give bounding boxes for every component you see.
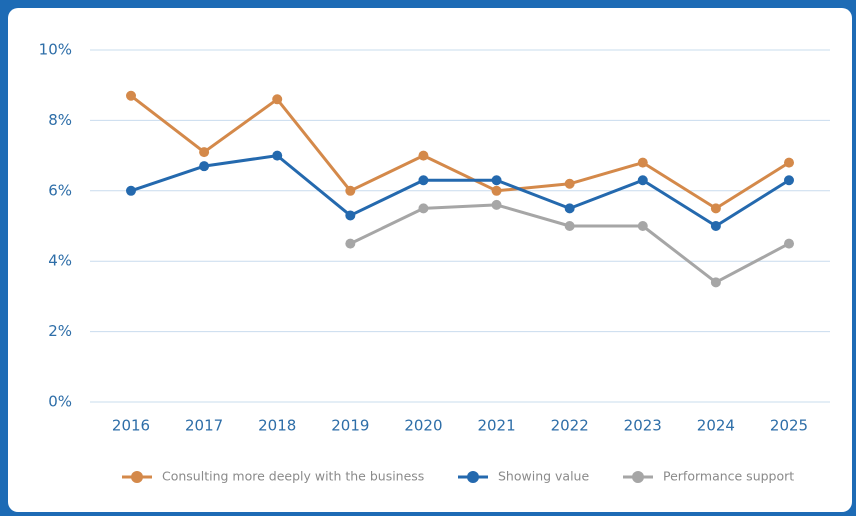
point bbox=[418, 150, 429, 161]
point bbox=[345, 238, 356, 249]
y-tick-label: 2% bbox=[48, 322, 72, 340]
point bbox=[784, 157, 794, 168]
x-tick-label: 2021 bbox=[477, 417, 515, 435]
x-tick-label: 2017 bbox=[185, 417, 223, 435]
x-tick-label: 2018 bbox=[258, 417, 296, 435]
point bbox=[491, 175, 502, 186]
point bbox=[126, 90, 136, 101]
point bbox=[272, 94, 283, 105]
series-line bbox=[130, 154, 790, 228]
y-tick-label: 8% bbox=[48, 111, 72, 129]
x-tick-label: 2024 bbox=[697, 417, 735, 435]
x-tick-label: 2020 bbox=[404, 417, 442, 435]
point bbox=[710, 277, 721, 288]
y-tick-label: 0% bbox=[48, 393, 72, 411]
point bbox=[491, 199, 502, 210]
point bbox=[491, 185, 502, 196]
x-tick-label: 2023 bbox=[624, 417, 662, 435]
x-tick-label: 2016 bbox=[112, 417, 150, 435]
point bbox=[564, 178, 575, 189]
point bbox=[345, 210, 356, 221]
y-tick-label: 10% bbox=[39, 41, 72, 59]
y-tick-label: 6% bbox=[48, 181, 72, 199]
point bbox=[418, 203, 429, 214]
point bbox=[784, 175, 794, 186]
x-tick-label: 2022 bbox=[551, 417, 589, 435]
series-line bbox=[130, 94, 790, 210]
point bbox=[710, 221, 721, 231]
point bbox=[199, 161, 210, 172]
panel bbox=[8, 8, 852, 512]
point bbox=[784, 238, 794, 249]
legend-label: Performance support bbox=[663, 469, 794, 484]
legend-label: Showing value bbox=[498, 469, 589, 484]
point bbox=[637, 175, 648, 186]
y-tick-label: 4% bbox=[48, 252, 72, 270]
point bbox=[564, 203, 575, 214]
legend-marker bbox=[131, 471, 143, 483]
point bbox=[564, 221, 575, 231]
point bbox=[637, 157, 648, 168]
point bbox=[418, 175, 429, 186]
point bbox=[199, 147, 210, 158]
point bbox=[345, 185, 356, 196]
legend-marker bbox=[632, 471, 644, 483]
x-tick-label: 2025 bbox=[770, 417, 808, 435]
legend-label: Consulting more deeply with the business bbox=[162, 469, 424, 484]
point bbox=[710, 203, 721, 214]
point bbox=[126, 185, 136, 196]
x-tick-label: 2019 bbox=[331, 417, 369, 435]
legend-marker bbox=[467, 471, 479, 483]
point bbox=[637, 221, 648, 231]
point bbox=[272, 150, 283, 161]
